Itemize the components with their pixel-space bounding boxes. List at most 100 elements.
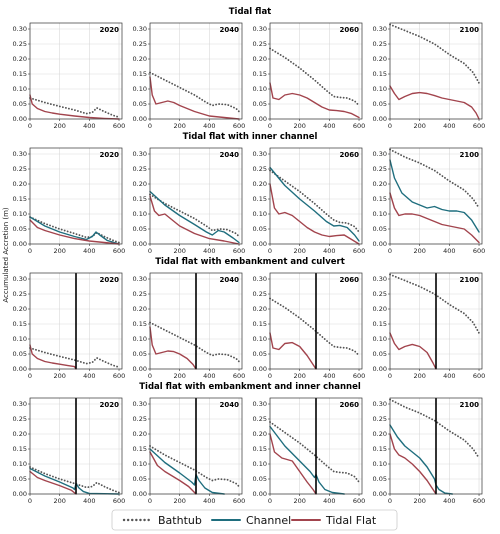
plot-frame (389, 22, 483, 120)
y-tick-label: 0.00 (13, 240, 27, 248)
y-tick-label: 0.00 (253, 365, 267, 373)
x-tick-label: 200 (293, 122, 305, 130)
series-tidal-flat (149, 195, 240, 245)
series-bathtub (29, 216, 120, 244)
plot-frame (29, 22, 123, 120)
plot-frame (269, 22, 363, 120)
panel-3-2100: 0.00 0.05 0.10 0.15 0.20 0.25 0.30 0 200 400 600 21… (373, 272, 485, 380)
y-tick-label: 0.00 (133, 115, 147, 123)
x-tick-label: 0 (148, 247, 152, 255)
y-tick-label: 0.30 (13, 400, 27, 408)
y-tick-label: 0.10 (373, 335, 387, 343)
y-tick-label: 0.25 (133, 415, 147, 423)
x-tick-label: 0 (28, 247, 32, 255)
y-tick-label: 0.15 (253, 320, 267, 328)
y-tick-label: 0.20 (133, 55, 147, 63)
x-tick-label: 600 (233, 122, 245, 130)
y-tick-label: 0.20 (13, 430, 27, 438)
x-tick-label: 400 (83, 497, 95, 505)
series-tidal-flat (389, 433, 437, 495)
series-tidal-flat (29, 94, 120, 120)
x-tick-label: 400 (83, 372, 95, 380)
series-bathtub (29, 97, 120, 119)
legend-box (111, 509, 398, 531)
x-tick-label: 200 (53, 247, 65, 255)
plot-frame (269, 272, 363, 370)
year-label: 2100 (460, 26, 480, 34)
panel-1-2040: 0.00 0.05 0.10 0.15 0.20 0.25 0.30 0 200 400 600 20… (133, 22, 245, 130)
y-tick-label: 0.15 (373, 70, 387, 78)
x-tick-label: 200 (173, 497, 185, 505)
plot-frame (29, 147, 123, 245)
x-tick-label: 0 (388, 497, 392, 505)
y-tick-label: 0.25 (13, 415, 27, 423)
y-tick-label: 0.20 (13, 305, 27, 313)
y-tick-label: 0.25 (133, 165, 147, 173)
x-tick-label: 200 (293, 247, 305, 255)
y-tick-label: 0.30 (253, 25, 267, 33)
year-label: 2020 (100, 276, 120, 284)
y-tick-label: 0.25 (253, 290, 267, 298)
year-label: 2060 (340, 26, 360, 34)
y-tick-label: 0.30 (133, 150, 147, 158)
y-tick-label: 0.15 (13, 195, 27, 203)
y-tick-label: 0.10 (253, 210, 267, 218)
x-tick-label: 200 (413, 497, 425, 505)
y-tick-label: 0.25 (373, 165, 387, 173)
plot-frame (29, 272, 123, 370)
y-tick-label: 0.25 (253, 165, 267, 173)
y-tick-label: 0.20 (13, 55, 27, 63)
panel-4-2040: 0.00 0.05 0.10 0.15 0.20 0.25 0.30 0 200 400 600 20… (133, 397, 245, 505)
y-tick-label: 0.15 (133, 320, 147, 328)
y-tick-label: 0.15 (133, 445, 147, 453)
y-tick-label: 0.25 (133, 290, 147, 298)
series-tidal-flat (269, 183, 360, 245)
y-tick-label: 0.00 (253, 115, 267, 123)
y-tick-label: 0.00 (13, 115, 27, 123)
y-tick-label: 0.15 (133, 70, 147, 78)
y-tick-label: 0.25 (253, 415, 267, 423)
plot-area (270, 148, 362, 244)
y-tick-label: 0.30 (13, 150, 27, 158)
series-bathtub (149, 71, 240, 113)
x-tick-label: 600 (353, 247, 365, 255)
y-tick-label: 0.10 (253, 85, 267, 93)
plot-frame (149, 397, 243, 495)
panel-1-2100: 0.00 0.05 0.10 0.15 0.20 0.25 0.30 0 200 400 600 21… (373, 22, 485, 130)
y-tick-label: 0.30 (253, 400, 267, 408)
x-tick-label: 0 (268, 122, 272, 130)
y-tick-label: 0.20 (373, 55, 387, 63)
y-tick-label: 0.00 (373, 115, 387, 123)
y-tick-label: 0.30 (373, 275, 387, 283)
y-tick-label: 0.10 (13, 210, 27, 218)
year-label: 2060 (340, 276, 360, 284)
y-tick-label: 0.30 (253, 150, 267, 158)
y-tick-label: 0.15 (373, 195, 387, 203)
year-label: 2020 (100, 26, 120, 34)
panel-2-2100: 0.00 0.05 0.10 0.15 0.20 0.25 0.30 0 200 400 600 21… (373, 147, 485, 255)
legend-label: Bathtub (158, 514, 202, 527)
x-tick-label: 600 (113, 372, 125, 380)
plot-area (390, 148, 482, 244)
y-tick-label: 0.05 (13, 350, 27, 358)
year-label: 2060 (340, 401, 360, 409)
y-tick-label: 0.05 (373, 225, 387, 233)
series-tidal-flat (149, 451, 197, 495)
y-tick-label: 0.20 (133, 305, 147, 313)
y-tick-label: 0.20 (253, 430, 267, 438)
series-tidal-flat (269, 433, 317, 495)
plot-frame (269, 147, 363, 245)
row-title: Tidal flat with embankment and culvert (155, 257, 345, 267)
y-tick-label: 0.00 (13, 490, 27, 498)
series-tidal-flat (29, 219, 120, 245)
plot-area (30, 23, 122, 119)
x-tick-label: 400 (203, 247, 215, 255)
y-tick-label: 0.10 (253, 335, 267, 343)
series-bathtub (149, 445, 240, 488)
series-bathtub (269, 421, 360, 483)
x-tick-label: 0 (148, 122, 152, 130)
y-tick-label: 0.00 (133, 240, 147, 248)
x-tick-label: 400 (83, 247, 95, 255)
plot-area (30, 148, 122, 244)
